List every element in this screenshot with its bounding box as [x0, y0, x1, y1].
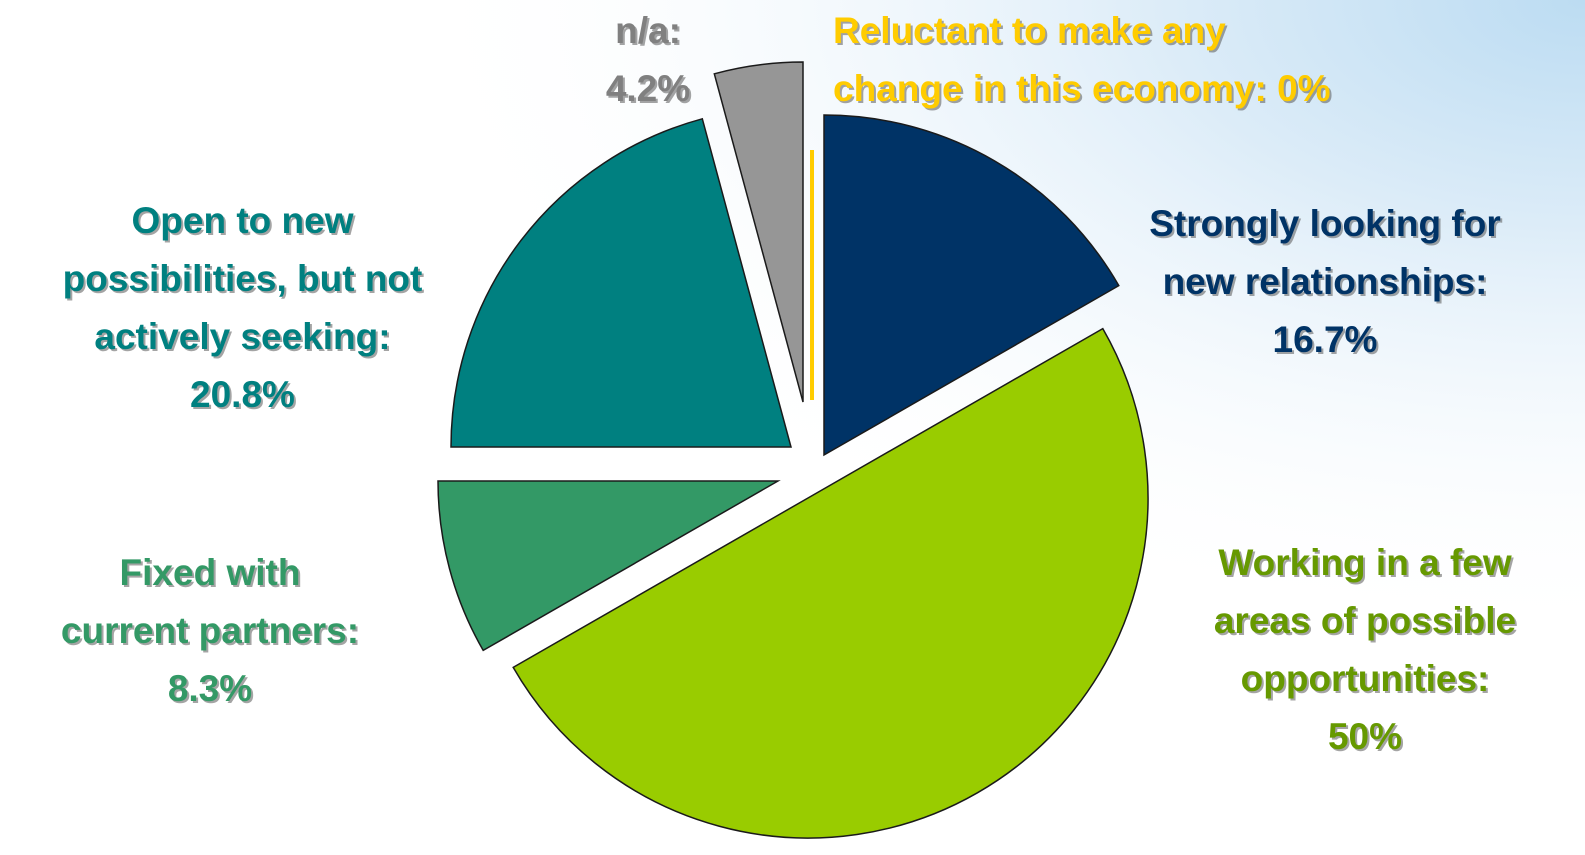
slice-na: [713, 61, 804, 403]
label-open-to-new: Open to new possibilities, but not activ…: [0, 192, 485, 424]
label-fixed-with-partners: Fixed with current partners: 8.3%: [0, 544, 420, 718]
label-open-value: 20.8%: [190, 374, 295, 415]
slice-working-in-few-areas: [512, 327, 1149, 839]
label-strongly-line2: new relationships:: [1162, 261, 1488, 302]
label-fixed-value: 8.3%: [167, 668, 253, 709]
slice-strongly-looking: [823, 114, 1120, 457]
label-na: n/a: 4.2%: [578, 2, 718, 118]
label-working-value: 50%: [1327, 716, 1403, 757]
label-working-line3: opportunities:: [1240, 658, 1490, 699]
label-strongly-looking: Strongly looking for new relationships: …: [1090, 195, 1560, 369]
pie-slices: [437, 61, 1149, 839]
label-strongly-value: 16.7%: [1272, 319, 1378, 360]
label-open-line2: possibilities, but not: [62, 258, 423, 299]
label-open-line3: actively seeking:: [94, 316, 391, 357]
label-fixed-line1: Fixed with: [119, 552, 301, 593]
label-na-value: 4.2%: [605, 68, 691, 109]
label-working-line1: Working in a few: [1218, 542, 1512, 583]
label-reluctant-line2: change in this economy: 0%: [833, 68, 1331, 109]
label-working-in-few-areas: Working in a few areas of possible oppor…: [1160, 534, 1570, 766]
slice-fixed-with-partners: [437, 480, 781, 652]
label-reluctant-line1: Reluctant to make any: [833, 10, 1226, 51]
label-strongly-line1: Strongly looking for: [1149, 203, 1501, 244]
label-open-line1: Open to new: [131, 200, 354, 241]
slice-open-to-new: [450, 117, 792, 448]
label-reluctant: Reluctant to make any change in this eco…: [833, 2, 1483, 118]
label-working-line2: areas of possible: [1213, 600, 1517, 641]
label-na-line1: n/a:: [615, 10, 681, 51]
label-fixed-line2: current partners:: [60, 610, 360, 651]
